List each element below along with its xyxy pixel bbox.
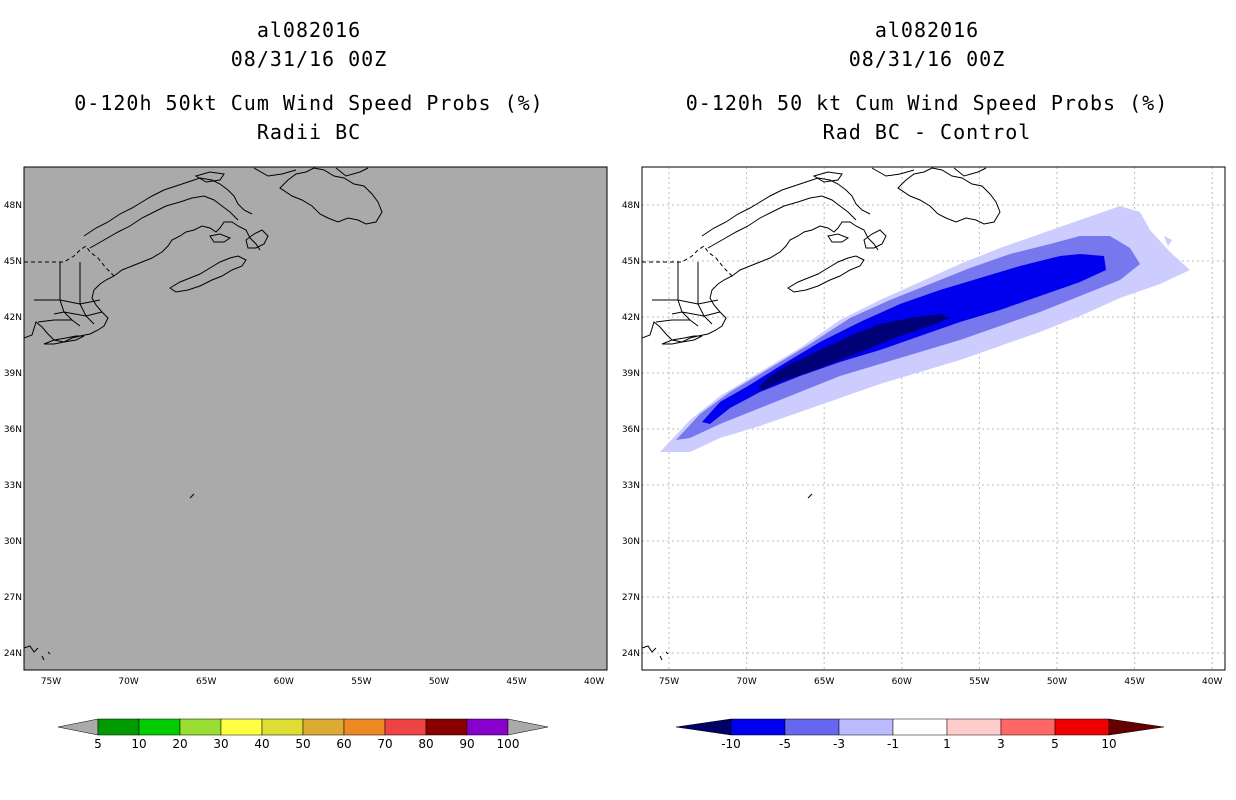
right-lon-label: 40W [1202,677,1222,687]
left-colorbar-swatch [261,718,304,736]
left-colorbar-swatch [97,718,140,736]
right-lat-label: 45N [622,257,640,267]
right-colorbar-swatch [838,718,894,736]
left-lat-label: 24N [4,649,22,659]
left-colorbar-label: 50 [295,737,310,751]
right-colorbar-label: 10 [1101,737,1116,751]
right-colorbar-swatch [784,718,840,736]
left-lat-label: 30N [4,537,22,547]
right-lon-label: 65W [814,677,834,687]
left-lon-label: 55W [351,677,371,687]
left-lat-label: 42N [4,313,22,323]
right-title-datetime: 08/31/16 00Z [848,47,1006,71]
left-title-storm-id: al082016 [256,18,362,42]
left-lat-label: 48N [4,201,22,211]
left-colorbar-label: 20 [172,737,187,751]
left-colorbar-swatch [179,718,222,736]
right-title-subtitle: Rad BC - Control [822,120,1032,144]
contour-minus5-to-minus10 [702,254,1106,424]
right-colorbar: -10 -5 -3 -1 1 3 5 10 [675,718,1165,751]
left-lat-label: 27N [4,593,22,603]
right-lat-label: 39N [622,369,640,379]
right-lat-label: 24N [622,649,640,659]
left-colorbar-swatch [302,718,345,736]
right-colorbar-high-arrow [1108,718,1165,736]
right-colorbar-label: -3 [833,737,845,751]
right-colorbar-label: 5 [1051,737,1059,751]
left-lon-label: 60W [274,677,294,687]
left-colorbar-label: 10 [131,737,146,751]
right-lat-label: 27N [622,593,640,603]
left-colorbar: 5 10 20 30 40 50 60 70 80 90 100 [57,718,549,751]
right-colorbar-label: -1 [887,737,899,751]
left-lat-label: 33N [4,481,22,491]
left-colorbar-label: 70 [377,737,392,751]
left-lon-label: 65W [196,677,216,687]
left-colorbar-swatch [466,718,509,736]
left-colorbar-swatch [220,718,263,736]
right-lat-label: 48N [622,201,640,211]
left-lon-label: 50W [429,677,449,687]
left-colorbar-label: 90 [459,737,474,751]
left-probability-fill [23,166,608,671]
right-lat-label: 33N [622,481,640,491]
left-lon-label: 75W [41,677,61,687]
left-colorbar-label: 40 [254,737,269,751]
left-colorbar-label: 60 [336,737,351,751]
right-colorbar-swatch [892,718,948,736]
right-lat-label: 30N [622,537,640,547]
left-colorbar-high-arrow [507,718,549,736]
left-lat-label: 39N [4,369,22,379]
right-lon-label: 45W [1124,677,1144,687]
left-colorbar-swatch [425,718,468,736]
left-title-subtitle: Radii BC [256,120,362,144]
left-colorbar-label: 100 [497,737,520,751]
left-lat-label: 45N [4,257,22,267]
right-lat-label: 42N [622,313,640,323]
right-lon-label: 60W [892,677,912,687]
left-colorbar-swatch [384,718,427,736]
right-lon-label: 75W [659,677,679,687]
left-colorbar-label: 5 [94,737,102,751]
right-colorbar-swatch [730,718,786,736]
right-colorbar-label: 1 [943,737,951,751]
left-colorbar-label: 30 [213,737,228,751]
right-colorbar-swatch [1000,718,1056,736]
right-lat-label: 36N [622,425,640,435]
left-colorbar-swatch [138,718,181,736]
left-map-panel [23,166,608,671]
left-lat-label: 36N [4,425,22,435]
right-colorbar-label: -10 [721,737,741,751]
contour-below-minus10 [758,314,950,390]
left-lon-label: 45W [506,677,526,687]
right-colorbar-label: 3 [997,737,1005,751]
right-lon-label: 55W [969,677,989,687]
right-lon-label: 50W [1047,677,1067,687]
right-title-product: 0-120h 50 kt Cum Wind Speed Probs (%) [685,91,1169,115]
right-colorbar-swatch [946,718,1002,736]
left-lon-label: 70W [118,677,138,687]
right-map-panel [641,166,1226,671]
right-lon-label: 70W [736,677,756,687]
left-lon-label: 40W [584,677,604,687]
left-colorbar-label: 80 [418,737,433,751]
right-difference-contours [642,167,1190,661]
right-colorbar-low-arrow [675,718,732,736]
right-title-storm-id: al082016 [874,18,980,42]
right-colorbar-swatch [1054,718,1110,736]
left-title-datetime: 08/31/16 00Z [230,47,388,71]
left-colorbar-low-arrow [57,718,99,736]
left-colorbar-swatch [343,718,386,736]
right-colorbar-label: -5 [779,737,791,751]
left-title-product: 0-120h 50kt Cum Wind Speed Probs (%) [74,91,544,115]
